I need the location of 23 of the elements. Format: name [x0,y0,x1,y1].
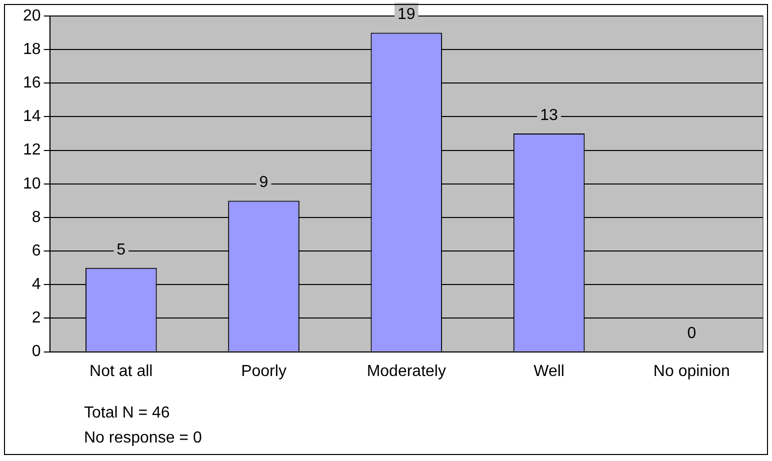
y-tick-label: 8 [32,208,41,226]
y-tick-label: 12 [23,142,41,159]
data-label: 5 [116,241,126,258]
data-label: 9 [259,174,268,192]
y-tick-label: 10 [23,175,41,192]
x-tick-label: Poorly [241,362,286,380]
y-tick-label: 6 [32,242,41,260]
x-tick-label: Not at all [90,362,153,380]
y-tick-label: 18 [23,40,41,58]
y-tick-label: 14 [23,108,41,126]
data-label: 0 [687,325,696,342]
y-tick-label: 20 [23,7,41,24]
x-tick-label: No opinion [653,362,730,380]
text: No response = 0 [84,429,202,446]
data-label: 19 [398,6,416,24]
y-tick-label: 4 [32,276,41,294]
y-tick-label: 2 [32,310,41,327]
y-tick-label: 0 [32,343,41,360]
x-tick-label: Well [534,362,564,380]
data-label: 13 [540,106,558,124]
y-tick-label: 16 [23,74,41,92]
x-tick-label: Moderately [366,362,446,380]
text: Total N = 46 [84,404,170,422]
